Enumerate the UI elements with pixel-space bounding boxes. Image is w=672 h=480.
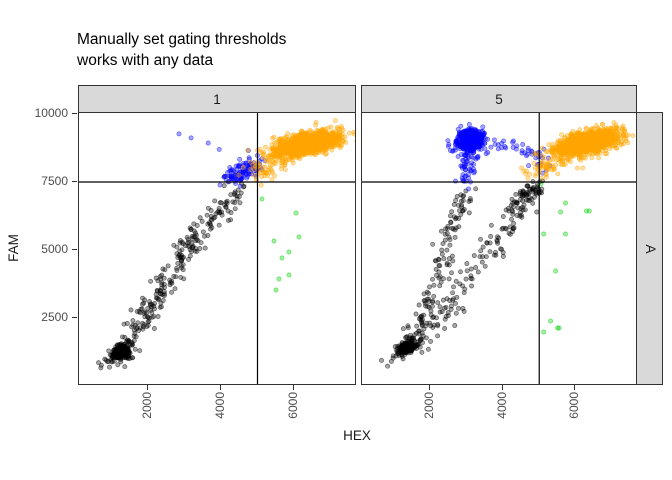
x-tick-label-5-4000: 4000	[495, 392, 509, 419]
x-tick-label-1-4000: 4000	[213, 392, 227, 419]
scatter-panel-5	[361, 112, 637, 385]
x-tick-label-5-2000: 2000	[422, 392, 436, 419]
cluster-orange-positive-cluster	[533, 120, 636, 168]
cluster-black-negative-halo	[102, 330, 143, 370]
y-tick-label-5000: 5000	[41, 242, 68, 256]
cluster-black-rain-diagonal	[119, 172, 247, 351]
cluster-green-mid-cluster	[259, 196, 302, 293]
cluster-black-low-stragglers	[379, 352, 405, 369]
plot-title-line2: works with any data	[77, 52, 214, 69]
cluster-black-subthreshold-clump	[513, 178, 545, 206]
y-tick-label-2500: 2500	[41, 310, 68, 324]
x-tick-mark-5-2000	[429, 385, 431, 390]
facet-strip-row-a: A	[636, 112, 663, 385]
x-tick-mark-1-2000	[147, 385, 149, 390]
x-tick-label-5-6000: 6000	[567, 392, 581, 419]
points-layer-facet-5	[362, 113, 636, 384]
cluster-black-low-stragglers	[96, 355, 117, 371]
y-tick-mark-2500	[72, 317, 77, 319]
cluster-blue-blue-outliers	[176, 131, 222, 152]
y-tick-mark-7500	[72, 181, 77, 183]
x-tick-label-1-2000: 2000	[140, 392, 154, 419]
plot-title-line1: Manually set gating thresholds	[77, 31, 287, 48]
cluster-black-rain-branch-wide	[400, 190, 540, 355]
y-tick-label-7500: 7500	[41, 174, 68, 188]
x-tick-mark-1-6000	[293, 385, 295, 390]
x-axis-title: HEX	[343, 428, 371, 443]
y-tick-mark-10000	[72, 113, 77, 115]
facet-strip-col-1: 1	[78, 85, 356, 113]
cluster-green-mid-cluster	[538, 181, 592, 335]
x-tick-mark-5-6000	[574, 385, 576, 390]
facet-strip-col-5: 5	[361, 85, 637, 113]
x-tick-mark-5-4000	[502, 385, 504, 390]
plot-title: Manually set gating thresholds works wit…	[77, 29, 286, 71]
scatter-panel-1	[78, 112, 356, 385]
points-layer-facet-1	[79, 113, 355, 384]
y-tick-mark-5000	[72, 249, 77, 251]
y-tick-label-10000: 10000	[34, 106, 68, 120]
x-tick-mark-1-4000	[220, 385, 222, 390]
y-axis-title: FAM	[6, 234, 21, 262]
facet-strip-row-a-label: A	[642, 244, 658, 254]
x-tick-label-1-6000: 6000	[286, 392, 300, 419]
facet-strip-col-1-label: 1	[213, 91, 221, 107]
cluster-black-rain-branch-steep	[403, 186, 479, 347]
facet-strip-col-5-label: 5	[495, 91, 503, 107]
